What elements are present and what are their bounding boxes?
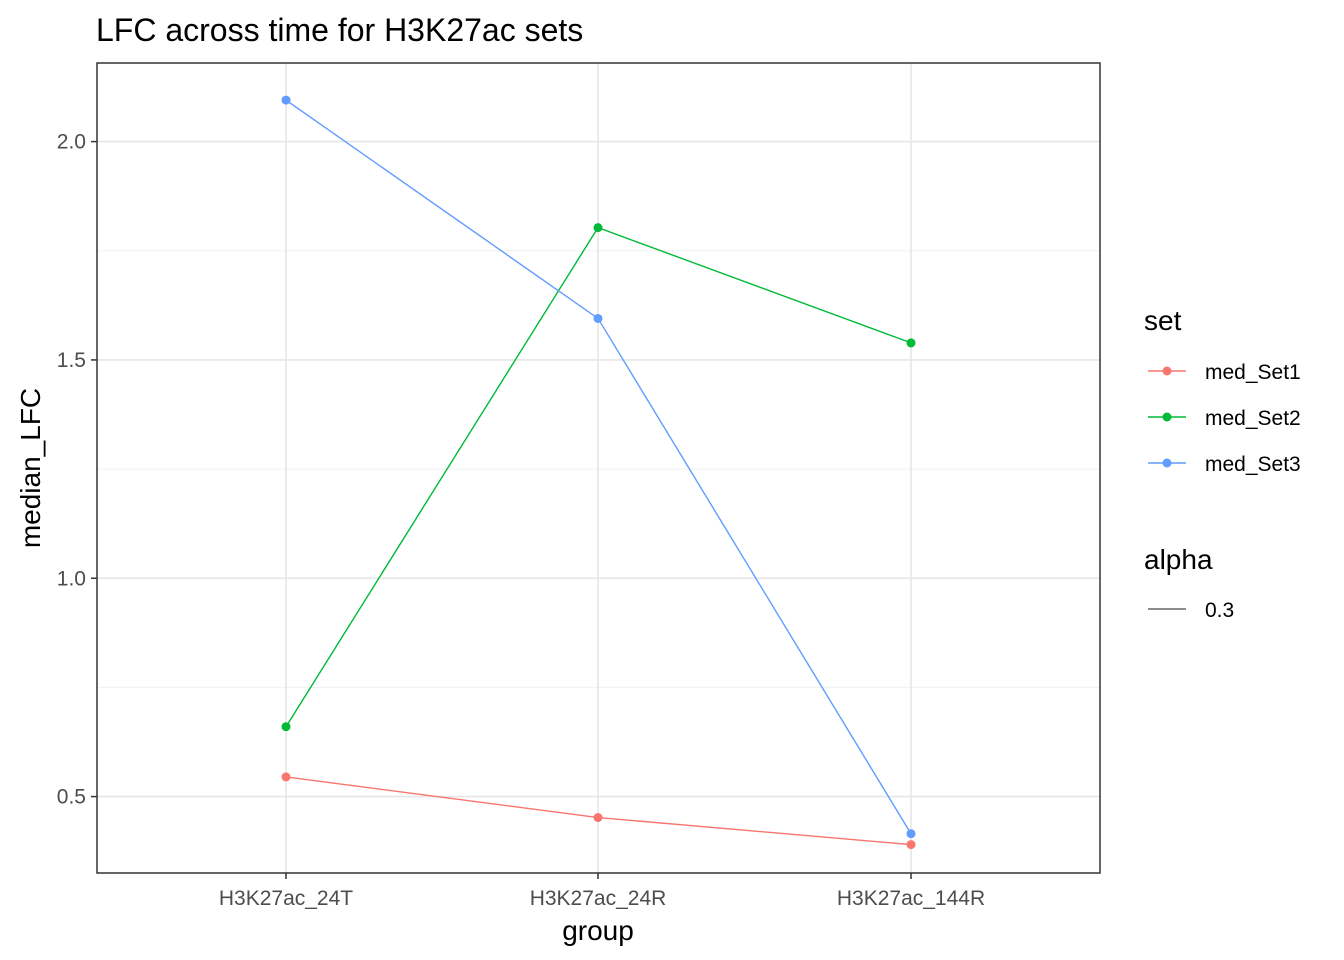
data-point-med_Set1	[281, 772, 291, 782]
y-tick-label: 1.5	[57, 349, 86, 372]
legend-key-point-med_Set2	[1162, 412, 1172, 422]
data-point-med_Set2	[281, 722, 291, 732]
data-point-med_Set2	[593, 223, 603, 233]
legend-set-title: set	[1144, 305, 1182, 336]
legend-label-med_Set3: med_Set3	[1205, 453, 1301, 476]
legend-key-point-med_Set1	[1162, 366, 1172, 376]
legend-label-med_Set1: med_Set1	[1205, 361, 1301, 384]
x-tick-label: H3K27ac_24T	[219, 887, 353, 910]
x-axis-title: group	[562, 915, 634, 946]
data-point-med_Set3	[593, 313, 603, 323]
y-axis-title: median_LFC	[15, 388, 46, 548]
y-tick-label: 0.5	[57, 786, 86, 809]
data-point-med_Set3	[906, 829, 916, 839]
data-point-med_Set2	[906, 338, 916, 348]
y-tick-label: 1.0	[57, 567, 86, 590]
series-layer	[281, 95, 916, 850]
legend-key-point-med_Set3	[1162, 458, 1172, 468]
data-point-med_Set1	[593, 813, 603, 823]
legend: set med_Set1 med_Set2 med_Set3 alpha 0.3	[1144, 305, 1301, 622]
x-axis: H3K27ac_24T H3K27ac_24R H3K27ac_144R	[219, 873, 985, 910]
data-point-med_Set3	[281, 95, 291, 105]
y-axis: 0.5 1.0 1.5 2.0	[57, 131, 97, 809]
chart-title: LFC across time for H3K27ac sets	[96, 12, 583, 48]
legend-set-items: med_Set1 med_Set2 med_Set3	[1148, 361, 1301, 476]
legend-alpha-value: 0.3	[1205, 599, 1234, 622]
legend-alpha-title: alpha	[1144, 544, 1213, 575]
x-tick-label: H3K27ac_24R	[530, 887, 667, 910]
major-grid	[97, 63, 1100, 873]
legend-label-med_Set2: med_Set2	[1205, 407, 1301, 430]
data-point-med_Set1	[906, 840, 916, 850]
x-tick-label: H3K27ac_144R	[837, 887, 985, 910]
y-tick-label: 2.0	[57, 131, 86, 154]
